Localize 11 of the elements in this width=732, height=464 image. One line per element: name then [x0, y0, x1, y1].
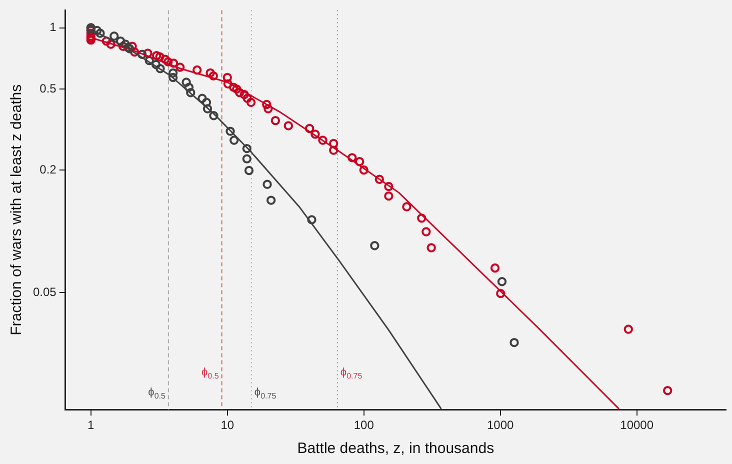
- x-tick-label: 10000: [620, 418, 654, 432]
- y-tick-label: 0.2: [40, 162, 57, 176]
- y-tick-label: 1: [50, 20, 57, 34]
- y-tick-label: 0.05: [32, 284, 57, 299]
- y-axis-title: Fraction of wars with at least z deaths: [8, 84, 26, 336]
- x-tick-label: 1000: [487, 418, 514, 432]
- x-tick-label: 100: [354, 418, 374, 432]
- y-tick-label: 0.5: [40, 81, 57, 96]
- x-tick-label: 1: [88, 418, 95, 432]
- x-tick-label: 10: [220, 418, 234, 432]
- x-axis-title: Battle deaths, z, in thousands: [297, 440, 494, 458]
